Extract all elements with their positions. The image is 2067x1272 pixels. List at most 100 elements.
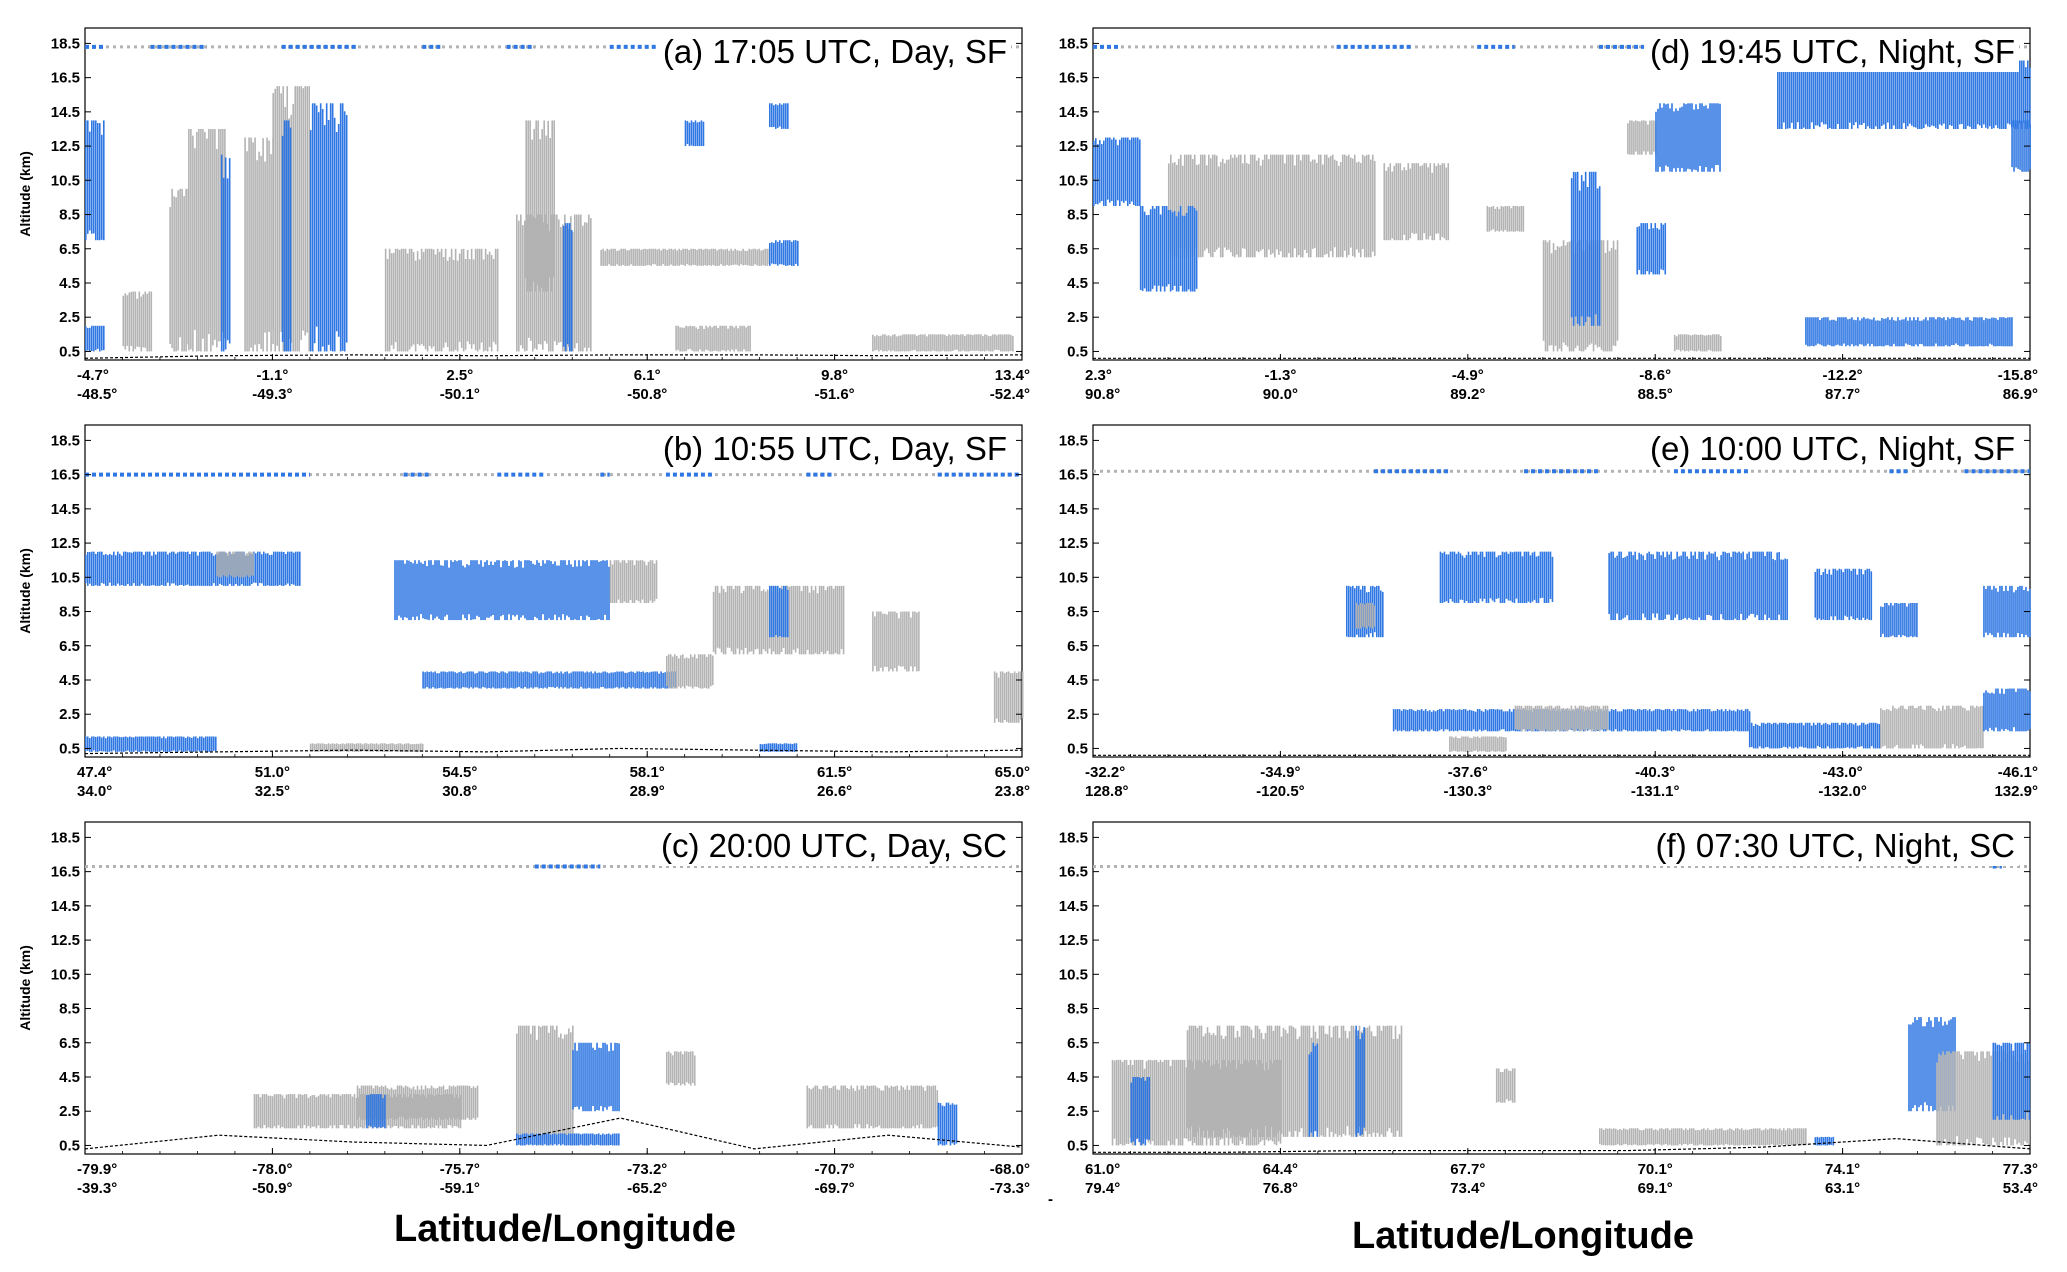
cloud-stripe xyxy=(1658,551,1660,621)
cloud-stripe xyxy=(1932,1026,1934,1112)
cloud-stripe xyxy=(242,551,244,578)
cloud-stripe xyxy=(257,1094,260,1127)
cloud-stripe xyxy=(840,585,843,650)
cloud-stripe xyxy=(709,325,711,352)
cloud-stripe xyxy=(1698,709,1701,732)
cloud-stripe xyxy=(995,672,998,719)
cloud-stripe xyxy=(610,672,612,689)
cloud-stripe xyxy=(856,1085,859,1128)
cloud-stripe xyxy=(1257,157,1260,253)
cloud-stripe xyxy=(580,566,582,617)
cloud-stripe xyxy=(1846,568,1849,617)
y-tick-label: 16.5 xyxy=(51,467,80,484)
cloud-stripe xyxy=(1224,1036,1227,1134)
cloud-stripe xyxy=(1722,711,1725,731)
cloud-stripe xyxy=(458,672,460,689)
cloud-stripe xyxy=(1896,602,1898,638)
cloud-stripe xyxy=(1883,60,1885,125)
cloud-stripe xyxy=(1661,107,1663,172)
cloud-stripe xyxy=(1240,1025,1243,1137)
cloud-stripe xyxy=(448,1085,451,1118)
cloud-stripe xyxy=(1488,709,1491,732)
cloud-stripe xyxy=(1695,104,1697,171)
cloud-stripe xyxy=(319,1094,322,1129)
cloud-stripe xyxy=(1644,560,1646,618)
cloud-stripe xyxy=(842,1085,845,1129)
y-tick-label: 2.5 xyxy=(59,706,80,723)
cloud-stripe xyxy=(1296,1039,1299,1137)
cloud-stripe xyxy=(610,1042,612,1107)
cloud-stripe xyxy=(1213,1064,1216,1139)
cloud-stripe xyxy=(1687,334,1690,352)
cloud-stripe xyxy=(91,120,93,234)
cloud-stripe xyxy=(212,128,214,346)
cloud-stripe xyxy=(1478,709,1481,730)
cloud-stripe xyxy=(862,1085,865,1129)
cloud-stripe xyxy=(2017,688,2019,732)
cloud-stripe xyxy=(888,611,890,672)
cloud-stripe xyxy=(683,658,686,689)
cloud-stripe xyxy=(1828,1136,1831,1146)
cloud-stripe xyxy=(2025,67,2027,129)
cloud-stripe xyxy=(227,555,229,586)
cloud-stripe xyxy=(281,551,283,586)
cloud-stripe xyxy=(1862,574,1865,618)
cloud-stripe xyxy=(1955,317,1957,344)
cloud-stripe xyxy=(1748,711,1751,731)
cloud-stripe xyxy=(381,743,384,752)
cloud-stripe xyxy=(1435,166,1438,234)
cloud-stripe xyxy=(1179,154,1182,248)
cloud-stripe xyxy=(480,671,482,689)
cloud-stripe xyxy=(538,562,540,621)
cloud-stripe xyxy=(779,240,781,265)
cloud-stripe xyxy=(323,743,326,752)
cloud-stripe xyxy=(1949,68,1951,126)
cloud-stripe xyxy=(1317,154,1320,258)
cloud-stripe xyxy=(452,1085,455,1118)
cloud-stripe xyxy=(580,1134,582,1145)
cloud-stripe xyxy=(1736,1128,1739,1146)
cloud-stripe xyxy=(602,560,604,621)
cloud-stripe xyxy=(828,1088,831,1129)
y-tick-label: 10.5 xyxy=(1059,966,1088,983)
cloud-stripe xyxy=(1642,1129,1645,1145)
panel-f-surface-line xyxy=(1093,1137,2031,1153)
cloud-stripe xyxy=(1983,320,1985,347)
cloud-stripe xyxy=(558,565,560,618)
x-tick-label-lat: 70.1° xyxy=(1638,1161,1673,1178)
cloud-stripe xyxy=(2007,590,2009,634)
cloud-stripe xyxy=(1304,1025,1307,1137)
cloud-stripe xyxy=(144,291,147,348)
cloud-stripe xyxy=(1373,161,1376,256)
cloud-stripe xyxy=(248,551,250,578)
cloud-stripe xyxy=(564,671,566,688)
cloud-stripe xyxy=(93,551,95,586)
cloud-stripe xyxy=(1558,247,1561,349)
cloud-stripe xyxy=(1736,552,1738,621)
cloud-stripe xyxy=(1674,711,1677,731)
cloud-stripe xyxy=(1323,154,1326,255)
cloud-stripe xyxy=(349,1094,352,1129)
cloud-stripe xyxy=(250,551,252,576)
cloud-stripe xyxy=(321,1094,324,1129)
cloud-stripe xyxy=(1714,551,1716,621)
cloud-stripe xyxy=(762,589,765,650)
cloud-stripe xyxy=(1709,103,1711,172)
cloud-stripe xyxy=(864,1088,867,1129)
cloud-stripe xyxy=(2011,62,2013,128)
cloud-stripe xyxy=(274,88,276,352)
cloud-stripe xyxy=(592,673,594,689)
cloud-stripe xyxy=(1189,1059,1192,1141)
cloud-stripe xyxy=(536,1133,538,1146)
cloud-stripe xyxy=(1467,736,1469,752)
x-axis-title-left: Latitude/Longitude xyxy=(394,1208,736,1250)
cloud-stripe xyxy=(281,1095,284,1127)
cloud-stripe xyxy=(906,1085,909,1129)
panel-e-title-bg xyxy=(1644,428,2019,469)
cloud-stripe xyxy=(401,744,404,752)
cloud-stripe xyxy=(1917,317,1919,347)
cloud-stripe xyxy=(646,671,648,689)
cloud-stripe xyxy=(125,736,127,752)
cloud-stripe xyxy=(1688,558,1690,618)
cloud-stripe xyxy=(1622,709,1625,730)
